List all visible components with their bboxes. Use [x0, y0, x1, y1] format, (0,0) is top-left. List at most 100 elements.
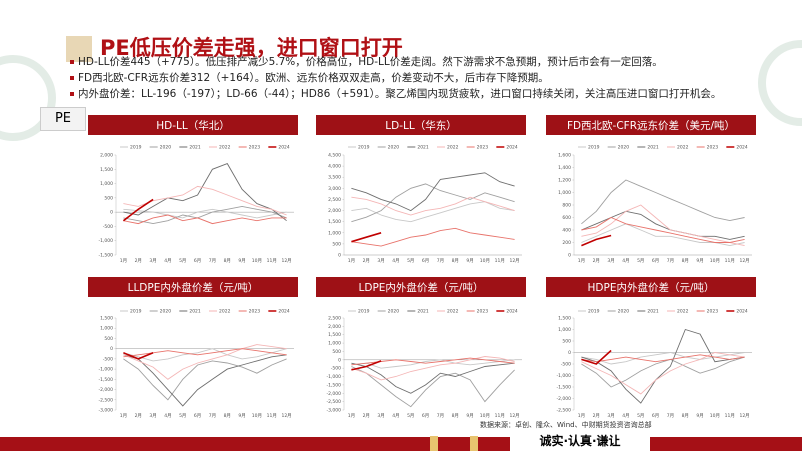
series-line	[351, 357, 515, 366]
y-tick-label: -3,000	[98, 408, 113, 414]
title-icon	[66, 36, 92, 62]
y-tick-label: 1,000	[328, 341, 341, 347]
series-line	[581, 354, 745, 363]
chart-title: HDPE内外盘价差（元/吨）	[588, 281, 715, 294]
x-tick-label: 7月	[437, 258, 444, 264]
y-tick-label: 0	[568, 350, 571, 356]
series-line	[351, 356, 515, 381]
x-tick-label: 2月	[593, 258, 600, 264]
x-tick-label: 3月	[149, 413, 156, 419]
x-tick-label: 4月	[164, 413, 171, 419]
x-tick-label: 5月	[179, 258, 186, 264]
y-tick-label: 1,500	[100, 167, 113, 173]
chart-title: FD西北欧-CFR远东价差（美元/吨）	[567, 119, 735, 132]
legend-label: 2023	[249, 145, 261, 151]
y-tick-label: -1,000	[326, 374, 341, 380]
legend-label: 2024	[506, 309, 518, 315]
x-tick-label: 10月	[710, 413, 720, 419]
y-tick-label: 1,000	[558, 190, 571, 196]
x-tick-label: 9月	[466, 258, 473, 264]
x-tick-label: 2月	[135, 258, 142, 264]
legend-label: 2020	[388, 145, 400, 151]
legend-label: 2024	[278, 145, 290, 151]
legend-label: 2023	[707, 145, 719, 151]
series-line	[123, 205, 287, 225]
x-tick-label: 4月	[622, 413, 629, 419]
x-tick-label: 7月	[437, 413, 444, 419]
x-tick-label: 11月	[725, 258, 735, 264]
slide-title: PE低压价差走强，进口窗口打开	[100, 36, 403, 60]
y-tick-label: -2,500	[556, 408, 571, 414]
series-line	[351, 227, 515, 247]
x-tick-label: 11月	[725, 413, 735, 419]
y-tick-label: -1,000	[98, 238, 113, 244]
y-tick-label: 1,000	[558, 327, 571, 333]
series-line	[351, 201, 515, 223]
x-tick-label: 12月	[509, 413, 519, 419]
y-tick-label: -2,000	[556, 396, 571, 402]
x-tick-label: 3月	[607, 413, 614, 419]
y-tick-label: 1,500	[100, 316, 113, 322]
series-line	[351, 359, 515, 369]
y-tick-label: -500	[103, 356, 113, 362]
x-tick-label: 5月	[407, 413, 414, 419]
chart-title-box	[316, 115, 526, 135]
legend-label: 2024	[278, 309, 290, 315]
series-line	[123, 208, 287, 219]
legend-label: 2023	[477, 145, 489, 151]
footer-bar	[0, 437, 802, 451]
y-tick-label: 3,000	[328, 186, 341, 192]
y-tick-label: 0	[110, 346, 113, 352]
legend-label: 2019	[130, 309, 142, 315]
series-line	[581, 216, 745, 243]
series-line	[351, 360, 382, 371]
x-tick-label: 9月	[696, 258, 703, 264]
legend-label: 2021	[417, 145, 429, 151]
legend-label: 2022	[677, 145, 689, 151]
series-line	[581, 328, 745, 404]
legend-label: 2023	[477, 309, 489, 315]
y-tick-label: 1,400	[558, 165, 571, 171]
y-tick-label: 200	[562, 240, 571, 246]
y-tick-label: -1,500	[98, 377, 113, 383]
x-tick-label: 1月	[348, 258, 355, 264]
x-tick-label: 10月	[710, 258, 720, 264]
x-tick-label: 8月	[452, 413, 459, 419]
y-tick-label: -2,500	[98, 397, 113, 403]
y-tick-label: 1,000	[328, 230, 341, 236]
chart-title: HD-LL（华北）	[156, 119, 229, 132]
footer-block	[470, 436, 478, 451]
y-tick-label: 3,500	[328, 175, 341, 181]
bullet: FD西北欧-CFR远东价差312（+164）。欧洲、远东价格双双走高，价差变动不…	[70, 71, 758, 86]
x-tick-label: 8月	[682, 258, 689, 264]
legend-label: 2024	[736, 309, 748, 315]
series-line	[581, 179, 745, 225]
y-tick-label: 0	[338, 253, 341, 259]
x-tick-label: 11月	[267, 258, 277, 264]
y-tick-label: -1,500	[326, 382, 341, 388]
x-tick-label: 12月	[281, 258, 291, 264]
y-tick-label: 500	[332, 241, 341, 247]
legend-label: 2024	[736, 145, 748, 151]
legend-label: 2024	[506, 145, 518, 151]
series-line	[581, 210, 745, 240]
chart-title: LD-LL（华东）	[385, 119, 456, 132]
legend-label: 2021	[189, 145, 201, 151]
x-tick-label: 7月	[667, 258, 674, 264]
x-tick-label: 6月	[422, 413, 429, 419]
y-tick-label: 800	[562, 203, 571, 209]
series-line	[351, 366, 515, 408]
y-tick-label: -2,000	[326, 391, 341, 397]
chart-title-box	[88, 115, 298, 135]
y-tick-label: 1,000	[100, 181, 113, 187]
x-tick-label: 8月	[452, 258, 459, 264]
chart-title: LDPE内外盘价差（元/吨）	[359, 281, 484, 294]
legend-label: 2019	[358, 309, 370, 315]
legend-label: 2023	[707, 309, 719, 315]
series-line	[581, 352, 745, 365]
series-line	[581, 356, 745, 388]
bullet: 内外盘价差：LL-196（-197）；LD-66（-44）；HD86（+591）…	[70, 87, 758, 102]
x-tick-label: 11月	[267, 413, 277, 419]
x-tick-label: 11月	[495, 258, 505, 264]
